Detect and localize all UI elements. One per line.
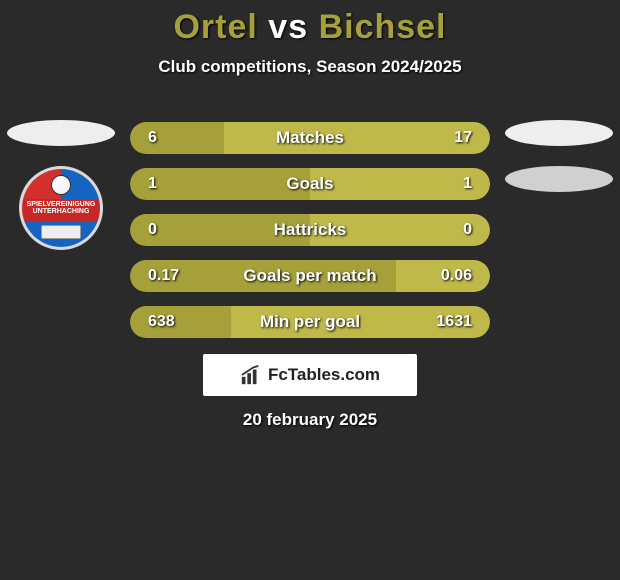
stat-label: Matches	[130, 122, 490, 154]
player2-badge-area	[504, 120, 614, 212]
stat-row: 0.170.06Goals per match	[130, 260, 490, 292]
player1-shadow-ellipse	[7, 120, 115, 146]
player2-name: Bichsel	[319, 8, 447, 46]
chart-icon	[240, 364, 262, 386]
player2-shadow-ellipse-2	[505, 166, 613, 192]
stat-row: 6381631Min per goal	[130, 306, 490, 338]
brand-text: FcTables.com	[268, 365, 380, 385]
comparison-title: Ortel vs Bichsel	[0, 0, 620, 47]
player1-team-logo: SPIELVEREINIGUNGUNTERHACHING	[19, 166, 103, 250]
stat-row: 617Matches	[130, 122, 490, 154]
stat-label: Goals	[130, 168, 490, 200]
player1-name: Ortel	[173, 8, 257, 46]
stat-label: Hattricks	[130, 214, 490, 246]
vs-text: vs	[268, 8, 308, 46]
date-text: 20 february 2025	[0, 410, 620, 430]
stat-label: Min per goal	[130, 306, 490, 338]
subtitle: Club competitions, Season 2024/2025	[0, 57, 620, 77]
player2-shadow-ellipse-1	[505, 120, 613, 146]
stat-row: 11Goals	[130, 168, 490, 200]
stat-row: 00Hattricks	[130, 214, 490, 246]
player1-badge-area: SPIELVEREINIGUNGUNTERHACHING	[6, 120, 116, 250]
stat-label: Goals per match	[130, 260, 490, 292]
brand-box[interactable]: FcTables.com	[203, 354, 417, 396]
stats-container: 617Matches 11Goals 00Hattricks 0.170.06Goal…	[130, 122, 490, 352]
